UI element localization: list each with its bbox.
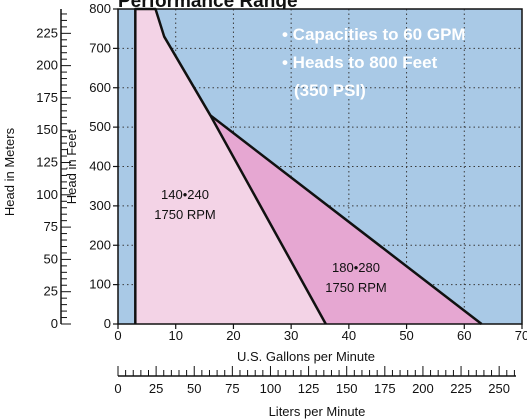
liters-axis-title: Liters per Minute bbox=[269, 404, 366, 419]
meters-tick-label: 25 bbox=[44, 284, 58, 299]
region-label-140-240: 140•240 bbox=[161, 187, 209, 202]
curve-180-280 bbox=[209, 114, 483, 325]
liters-tick-label: 125 bbox=[298, 381, 320, 396]
meters-tick-label: 150 bbox=[36, 122, 58, 137]
liters-tick-label: 75 bbox=[225, 381, 239, 396]
region-sublabel-180-280: 1750 RPM bbox=[325, 280, 386, 295]
x-tick-label: 40 bbox=[342, 328, 356, 343]
x-tick-label: 50 bbox=[399, 328, 413, 343]
y-tick-label: 400 bbox=[89, 159, 111, 174]
liters-tick-label: 50 bbox=[187, 381, 201, 396]
liters-tick-label: 150 bbox=[336, 381, 358, 396]
meters-tick-label: 0 bbox=[51, 316, 58, 331]
meters-tick-label: 225 bbox=[36, 25, 58, 40]
y-tick-label: 700 bbox=[89, 40, 111, 55]
x-axis-title: U.S. Gallons per Minute bbox=[237, 349, 375, 364]
liters-tick-label: 250 bbox=[488, 381, 510, 396]
liters-tick-label: 0 bbox=[114, 381, 121, 396]
x-tick-label: 10 bbox=[168, 328, 182, 343]
meters-tick-label: 200 bbox=[36, 58, 58, 73]
liters-tick-label: 25 bbox=[149, 381, 163, 396]
meters-axis-title: Head in Meters bbox=[2, 127, 17, 216]
x-tick-label: 60 bbox=[457, 328, 471, 343]
curve-140-240 bbox=[134, 7, 327, 325]
y-tick-label: 300 bbox=[89, 198, 111, 213]
y-tick-label: 500 bbox=[89, 119, 111, 134]
region-sublabel-140-240: 1750 RPM bbox=[154, 207, 215, 222]
callout-psi: (350 PSI) bbox=[294, 81, 366, 100]
region-180-280 bbox=[210, 115, 482, 324]
liters-axis-ticks: 0 25 50 75 100 125 150 175 200 225 250 bbox=[114, 366, 515, 396]
meters-tick-label: 50 bbox=[44, 251, 58, 266]
y-tick-label: 100 bbox=[89, 277, 111, 292]
y-tick-label: 0 bbox=[104, 316, 111, 331]
x-tick-label: 20 bbox=[226, 328, 240, 343]
meters-tick-label: 75 bbox=[44, 219, 58, 234]
liters-tick-label: 100 bbox=[260, 381, 282, 396]
callout-capacity: • Capacities to 60 GPM bbox=[282, 25, 466, 44]
y-tick-label: 200 bbox=[89, 237, 111, 252]
x-tick-label: 30 bbox=[284, 328, 298, 343]
meters-tick-label: 125 bbox=[36, 155, 58, 170]
region-140-240 bbox=[135, 9, 326, 324]
y-axis-ticks: 0 100 200 300 400 500 600 700 800 bbox=[89, 1, 118, 331]
liters-tick-label: 225 bbox=[450, 381, 472, 396]
y-tick-label: 600 bbox=[89, 80, 111, 95]
x-tick-label: 70 bbox=[515, 328, 527, 343]
meters-tick-label: 100 bbox=[36, 187, 58, 202]
y-axis-title: Head in Feet bbox=[64, 129, 79, 204]
meters-tick-label: 175 bbox=[36, 90, 58, 105]
region-label-180-280: 180•280 bbox=[332, 260, 380, 275]
meters-axis-ticks: 0 25 50 75 100 125 150 175 200 225 bbox=[36, 13, 71, 331]
liters-tick-label: 200 bbox=[412, 381, 434, 396]
x-axis-ticks: 0 10 20 30 40 50 60 70 bbox=[114, 324, 527, 343]
callout-heads: • Heads to 800 Feet bbox=[282, 53, 438, 72]
y-tick-label: 800 bbox=[89, 1, 111, 16]
x-tick-label: 0 bbox=[114, 328, 121, 343]
liters-tick-label: 175 bbox=[374, 381, 396, 396]
